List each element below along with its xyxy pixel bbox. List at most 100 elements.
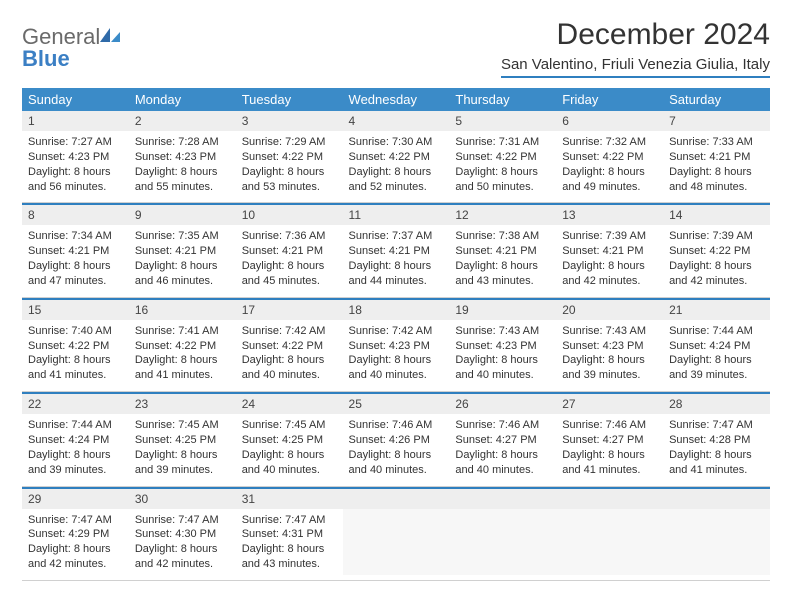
day-body: Sunrise: 7:28 AMSunset: 4:23 PMDaylight:… [129, 131, 236, 202]
daylight-line: Daylight: 8 hours and 46 minutes. [135, 259, 230, 289]
calendar-cell: 18Sunrise: 7:42 AMSunset: 4:23 PMDayligh… [343, 297, 450, 391]
daylight-line: Daylight: 8 hours and 40 minutes. [455, 353, 550, 383]
daylight-line: Daylight: 8 hours and 39 minutes. [135, 448, 230, 478]
day-body: Sunrise: 7:39 AMSunset: 4:22 PMDaylight:… [663, 225, 770, 296]
sunrise-line: Sunrise: 7:43 AM [562, 324, 657, 339]
day-body: Sunrise: 7:27 AMSunset: 4:23 PMDaylight:… [22, 131, 129, 202]
sunrise-line: Sunrise: 7:30 AM [349, 135, 444, 150]
calendar-cell: 1Sunrise: 7:27 AMSunset: 4:23 PMDaylight… [22, 111, 129, 203]
sunrise-line: Sunrise: 7:47 AM [242, 513, 337, 528]
calendar-cell: 22Sunrise: 7:44 AMSunset: 4:24 PMDayligh… [22, 392, 129, 486]
day-body: Sunrise: 7:33 AMSunset: 4:21 PMDaylight:… [663, 131, 770, 202]
sunrise-line: Sunrise: 7:38 AM [455, 229, 550, 244]
calendar-cell: 30Sunrise: 7:47 AMSunset: 4:30 PMDayligh… [129, 486, 236, 580]
sunset-line: Sunset: 4:23 PM [562, 339, 657, 354]
calendar-cell: 13Sunrise: 7:39 AMSunset: 4:21 PMDayligh… [556, 203, 663, 297]
calendar-cell: 3Sunrise: 7:29 AMSunset: 4:22 PMDaylight… [236, 111, 343, 203]
day-body: Sunrise: 7:37 AMSunset: 4:21 PMDaylight:… [343, 225, 450, 296]
sunset-line: Sunset: 4:25 PM [135, 433, 230, 448]
calendar-cell: 21Sunrise: 7:44 AMSunset: 4:24 PMDayligh… [663, 297, 770, 391]
sunrise-line: Sunrise: 7:47 AM [28, 513, 123, 528]
calendar-head: SundayMondayTuesdayWednesdayThursdayFrid… [22, 88, 770, 111]
sunset-line: Sunset: 4:28 PM [669, 433, 764, 448]
calendar-week: 1Sunrise: 7:27 AMSunset: 4:23 PMDaylight… [22, 111, 770, 203]
day-number: 17 [236, 298, 343, 320]
sunset-line: Sunset: 4:24 PM [28, 433, 123, 448]
day-number: 10 [236, 203, 343, 225]
calendar-cell: 6Sunrise: 7:32 AMSunset: 4:22 PMDaylight… [556, 111, 663, 203]
daylight-line: Daylight: 8 hours and 41 minutes. [135, 353, 230, 383]
day-body: Sunrise: 7:30 AMSunset: 4:22 PMDaylight:… [343, 131, 450, 202]
daylight-line: Daylight: 8 hours and 40 minutes. [349, 353, 444, 383]
daylight-line: Daylight: 8 hours and 40 minutes. [242, 448, 337, 478]
day-body: Sunrise: 7:38 AMSunset: 4:21 PMDaylight:… [449, 225, 556, 296]
day-number: 25 [343, 392, 450, 414]
sunset-line: Sunset: 4:21 PM [349, 244, 444, 259]
weekday-header: Sunday [22, 88, 129, 111]
daylight-line: Daylight: 8 hours and 41 minutes. [28, 353, 123, 383]
day-body: Sunrise: 7:42 AMSunset: 4:23 PMDaylight:… [343, 320, 450, 391]
day-body: Sunrise: 7:40 AMSunset: 4:22 PMDaylight:… [22, 320, 129, 391]
sunset-line: Sunset: 4:21 PM [455, 244, 550, 259]
daylight-line: Daylight: 8 hours and 42 minutes. [135, 542, 230, 572]
sunset-line: Sunset: 4:21 PM [242, 244, 337, 259]
logo-text: General Blue [22, 26, 122, 70]
sunrise-line: Sunrise: 7:28 AM [135, 135, 230, 150]
day-body: Sunrise: 7:47 AMSunset: 4:28 PMDaylight:… [663, 414, 770, 485]
calendar-cell-empty [663, 486, 770, 580]
sunset-line: Sunset: 4:22 PM [562, 150, 657, 165]
day-number: 19 [449, 298, 556, 320]
daylight-line: Daylight: 8 hours and 41 minutes. [562, 448, 657, 478]
day-number: 2 [129, 111, 236, 131]
day-number: 14 [663, 203, 770, 225]
day-number: 15 [22, 298, 129, 320]
sunset-line: Sunset: 4:21 PM [562, 244, 657, 259]
day-number: 28 [663, 392, 770, 414]
sunset-line: Sunset: 4:23 PM [135, 150, 230, 165]
calendar-cell: 16Sunrise: 7:41 AMSunset: 4:22 PMDayligh… [129, 297, 236, 391]
day-number: 26 [449, 392, 556, 414]
sunrise-line: Sunrise: 7:35 AM [135, 229, 230, 244]
sunset-line: Sunset: 4:25 PM [242, 433, 337, 448]
sunset-line: Sunset: 4:22 PM [28, 339, 123, 354]
calendar-cell: 15Sunrise: 7:40 AMSunset: 4:22 PMDayligh… [22, 297, 129, 391]
sunrise-line: Sunrise: 7:39 AM [562, 229, 657, 244]
sunrise-line: Sunrise: 7:42 AM [349, 324, 444, 339]
calendar-cell: 23Sunrise: 7:45 AMSunset: 4:25 PMDayligh… [129, 392, 236, 486]
daylight-line: Daylight: 8 hours and 49 minutes. [562, 165, 657, 195]
sunrise-line: Sunrise: 7:29 AM [242, 135, 337, 150]
title-block: December 2024 San Valentino, Friuli Vene… [501, 18, 770, 78]
day-body: Sunrise: 7:47 AMSunset: 4:29 PMDaylight:… [22, 509, 129, 580]
sunset-line: Sunset: 4:31 PM [242, 527, 337, 542]
calendar-cell: 5Sunrise: 7:31 AMSunset: 4:22 PMDaylight… [449, 111, 556, 203]
sunrise-line: Sunrise: 7:36 AM [242, 229, 337, 244]
day-body: Sunrise: 7:46 AMSunset: 4:27 PMDaylight:… [449, 414, 556, 485]
daylight-line: Daylight: 8 hours and 42 minutes. [669, 259, 764, 289]
header: General Blue December 2024 San Valentino… [22, 18, 770, 78]
calendar-week: 29Sunrise: 7:47 AMSunset: 4:29 PMDayligh… [22, 486, 770, 580]
calendar-cell: 17Sunrise: 7:42 AMSunset: 4:22 PMDayligh… [236, 297, 343, 391]
location: San Valentino, Friuli Venezia Giulia, It… [501, 56, 770, 78]
daylight-line: Daylight: 8 hours and 39 minutes. [669, 353, 764, 383]
day-body: Sunrise: 7:31 AMSunset: 4:22 PMDaylight:… [449, 131, 556, 202]
weekday-header: Wednesday [343, 88, 450, 111]
calendar-week: 15Sunrise: 7:40 AMSunset: 4:22 PMDayligh… [22, 297, 770, 391]
day-number: 16 [129, 298, 236, 320]
calendar-cell: 11Sunrise: 7:37 AMSunset: 4:21 PMDayligh… [343, 203, 450, 297]
day-number: 7 [663, 111, 770, 131]
sunrise-line: Sunrise: 7:34 AM [28, 229, 123, 244]
calendar-cell: 4Sunrise: 7:30 AMSunset: 4:22 PMDaylight… [343, 111, 450, 203]
calendar-body: 1Sunrise: 7:27 AMSunset: 4:23 PMDaylight… [22, 111, 770, 580]
daylight-line: Daylight: 8 hours and 52 minutes. [349, 165, 444, 195]
calendar-cell-empty [449, 486, 556, 580]
sunset-line: Sunset: 4:21 PM [135, 244, 230, 259]
sunrise-line: Sunrise: 7:43 AM [455, 324, 550, 339]
sunrise-line: Sunrise: 7:46 AM [562, 418, 657, 433]
day-body: Sunrise: 7:43 AMSunset: 4:23 PMDaylight:… [556, 320, 663, 391]
sunrise-line: Sunrise: 7:44 AM [28, 418, 123, 433]
sunset-line: Sunset: 4:22 PM [242, 339, 337, 354]
sunrise-line: Sunrise: 7:44 AM [669, 324, 764, 339]
calendar-cell: 31Sunrise: 7:47 AMSunset: 4:31 PMDayligh… [236, 486, 343, 580]
day-body [663, 509, 770, 575]
day-body: Sunrise: 7:39 AMSunset: 4:21 PMDaylight:… [556, 225, 663, 296]
